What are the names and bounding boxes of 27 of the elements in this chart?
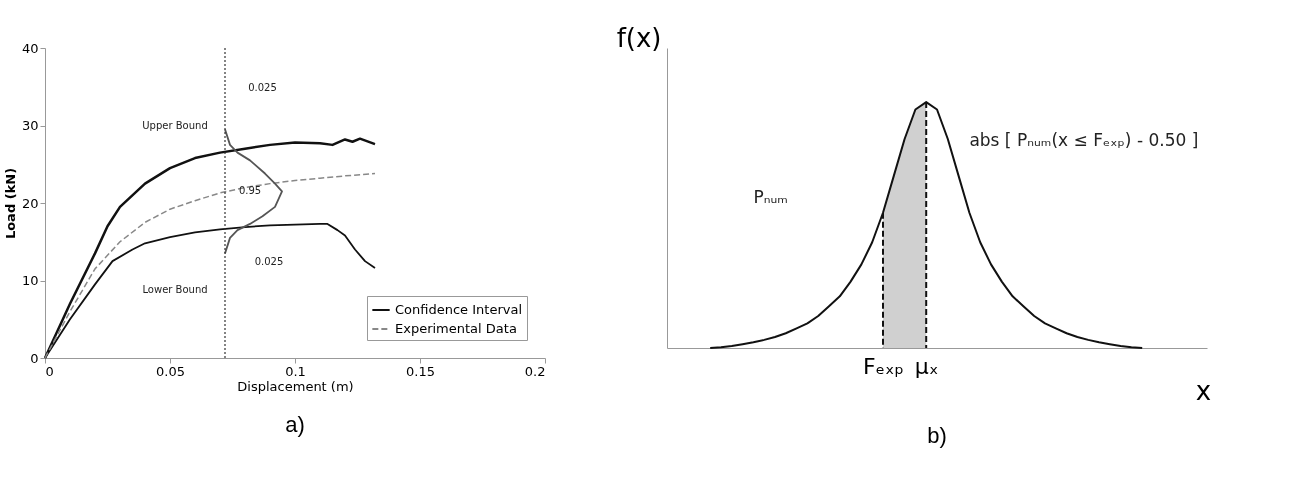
annotation: Pₙᵤₘ (753, 187, 788, 207)
x-tick-label: 0.15 (406, 363, 435, 379)
x-tick-label: 0.2 (524, 363, 546, 379)
x-tick-label: μₓ (914, 353, 939, 379)
legend-label: Experimental Data (395, 321, 517, 336)
y-tick-label: 40 (21, 40, 39, 56)
x-tick-label: Fₑₓₚ (862, 353, 905, 379)
annotation: Upper Bound (142, 119, 208, 131)
y-tick-label: 30 (21, 118, 39, 133)
text: a) (285, 412, 305, 437)
annotation: 0.025 (248, 82, 277, 94)
y-tick-label: 20 (21, 195, 39, 211)
x-tick-label: 0.05 (156, 363, 185, 379)
x-axis-title: x (1195, 375, 1212, 406)
x-tick-label: 0 (45, 363, 54, 379)
line-series (224, 128, 283, 255)
x-tick-label: 0.1 (285, 363, 306, 379)
y-tick-label: 10 (21, 273, 39, 288)
y-axis-title: f(x) (616, 22, 662, 53)
y-axis-title: Load (kN) (2, 167, 18, 240)
legend-label: Confidence Interval (395, 302, 523, 317)
x-axis-title: Displacement (m) (237, 378, 354, 394)
annotation: 0.025 (254, 255, 284, 267)
annotation: 0.95 (238, 184, 262, 196)
annotation: abs [ Pₙᵤₘ(x ≤ Fₑₓₚ) - 0.50 ] (969, 130, 1199, 150)
text: b) (927, 423, 947, 448)
annotation: Lower Bound (142, 283, 208, 295)
